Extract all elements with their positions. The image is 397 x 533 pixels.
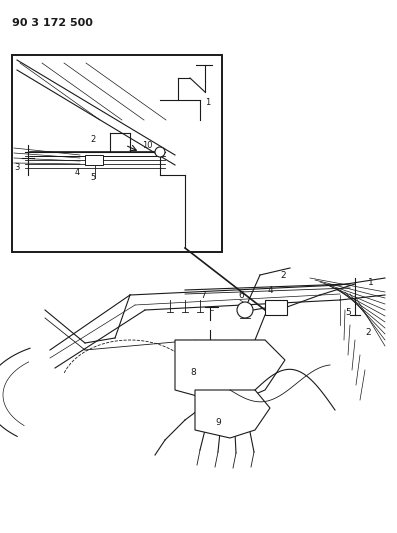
Polygon shape [195,390,270,438]
Polygon shape [175,340,285,405]
Text: 2: 2 [90,135,95,144]
Text: 10: 10 [142,141,152,150]
Text: 8: 8 [190,368,196,377]
Text: 7: 7 [200,291,206,300]
Text: 5: 5 [90,173,95,182]
Text: 1: 1 [205,98,210,107]
Bar [265,300,287,315]
Text: 1: 1 [368,278,374,287]
Text: 9: 9 [215,418,221,427]
Circle shape [237,302,253,318]
Text: 4: 4 [75,168,80,177]
Text: 4: 4 [268,286,274,295]
Text: 5: 5 [345,308,351,317]
Text: 6: 6 [238,291,244,300]
Circle shape [155,147,165,157]
Text: 90 3 172 500: 90 3 172 500 [12,18,93,28]
Text: 3: 3 [14,163,19,172]
Text: 2: 2 [365,328,371,337]
Bar [12,55,222,252]
Text: 2: 2 [280,271,285,280]
Bar [85,155,103,165]
